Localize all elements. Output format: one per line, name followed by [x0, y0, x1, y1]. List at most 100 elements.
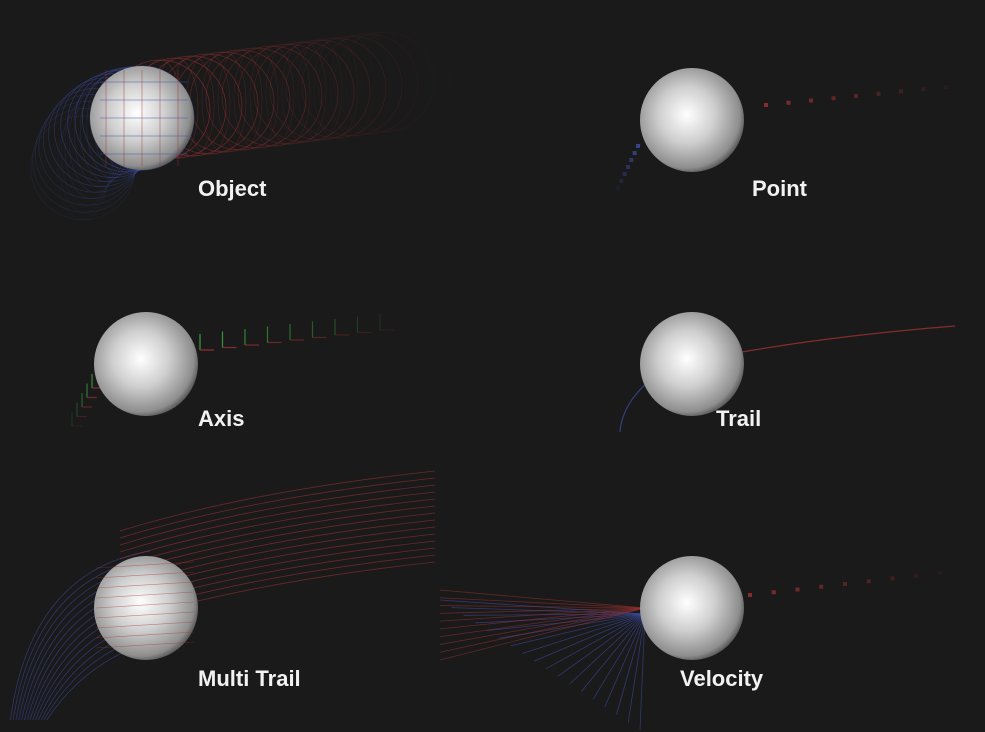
multi-trail-overlay-line	[95, 601, 195, 609]
velocity-vector	[604, 613, 646, 708]
multi-trail-curve	[119, 470, 436, 532]
trail-point	[921, 87, 926, 92]
wire-sphere-ring	[237, 43, 339, 145]
wire-sphere-meridian	[378, 30, 422, 130]
axis-label: Axis	[198, 406, 245, 431]
velocity-vector	[439, 607, 646, 661]
object-label: Object	[198, 176, 267, 201]
multi-trail-label: Multi Trail	[198, 666, 301, 691]
trail-line-blue	[619, 381, 649, 433]
velocity-trail-point	[843, 582, 847, 586]
trail-point	[622, 172, 627, 176]
trail-sphere	[640, 312, 744, 416]
velocity-vector	[439, 607, 646, 622]
wire-sphere-meridian	[249, 45, 295, 147]
trail-point	[632, 151, 637, 155]
multi-trail-overlay-line	[95, 621, 195, 629]
velocity-vector	[592, 613, 646, 700]
velocity-trail-point	[914, 573, 919, 578]
trail-panel	[619, 312, 956, 433]
multi-trail-sphere	[94, 556, 198, 660]
wire-sphere-meridian	[201, 51, 247, 153]
velocity-label: Velocity	[680, 666, 764, 691]
point-label: Point	[752, 176, 807, 201]
object-panel	[30, 29, 451, 221]
point-sphere	[640, 68, 744, 172]
velocity-vector	[439, 597, 646, 609]
velocity-vector	[580, 613, 646, 693]
trail-point	[854, 94, 858, 98]
wire-sphere-meridian	[297, 39, 343, 141]
velocity-trail-dots	[748, 571, 942, 597]
trail-point	[764, 103, 768, 107]
wire-sphere-meridian	[56, 115, 110, 221]
velocity-vector	[439, 607, 646, 638]
velocity-vector	[510, 613, 646, 647]
axis-panel	[71, 312, 394, 427]
velocity-vector	[439, 607, 646, 645]
velocity-vector	[439, 607, 646, 630]
multi-trail-overlay-line	[95, 611, 195, 619]
wire-sphere-meridian	[233, 47, 279, 149]
trail-point	[876, 91, 881, 96]
multi-trail-curve	[119, 491, 436, 553]
multi-trail-overlay-line	[95, 581, 195, 589]
trail-point	[629, 158, 634, 162]
velocity-trail-point	[866, 579, 871, 584]
wire-sphere-ring	[205, 47, 307, 149]
multi-trail-curve	[10, 550, 151, 721]
multi-trail-curve	[119, 477, 436, 539]
trail-line-red	[741, 325, 956, 353]
velocity-vector	[627, 613, 646, 723]
wire-sphere-ring	[189, 49, 291, 151]
trail-point	[626, 165, 630, 169]
wire-sphere-ring	[269, 39, 371, 141]
velocity-vector	[616, 613, 646, 715]
velocity-panel	[439, 556, 942, 731]
trail-point	[786, 100, 791, 105]
trail-point	[944, 85, 948, 89]
wire-sphere-meridian	[281, 41, 327, 143]
velocity-vector	[557, 613, 646, 677]
velocity-vector	[569, 613, 646, 685]
wire-sphere-ring	[301, 35, 403, 137]
multi-trail-overlay-line	[95, 591, 195, 599]
wire-sphere-meridian	[313, 37, 359, 139]
wire-sphere-ring	[333, 31, 435, 133]
trail-point	[636, 144, 640, 148]
velocity-vector	[639, 613, 646, 731]
trail-point	[899, 89, 903, 94]
trail-point	[616, 186, 620, 190]
multi-trail-curve	[119, 484, 436, 546]
velocity-vector-fan	[439, 589, 646, 731]
velocity-vector	[439, 607, 646, 614]
trail-point	[831, 96, 836, 101]
wire-sphere-meridian	[217, 49, 263, 151]
multi-trail-overlay-line	[95, 571, 195, 579]
velocity-vector	[439, 589, 646, 609]
wire-sphere-ring	[317, 33, 419, 135]
multi-trail-panel	[10, 470, 436, 721]
axis-sphere	[94, 312, 198, 416]
multi-trail-overlay-line	[95, 561, 195, 569]
multi-trail-curve	[119, 505, 436, 567]
wire-sphere-ring	[253, 41, 355, 143]
axis-trail-markers	[71, 314, 394, 427]
velocity-trail-point	[748, 593, 752, 597]
multi-trail-overlay-line	[95, 631, 195, 639]
point-trail-dots	[616, 85, 948, 190]
velocity-vector	[439, 605, 646, 609]
velocity-vector	[522, 613, 646, 654]
wire-sphere-meridian	[185, 53, 231, 155]
velocity-trail-point	[938, 571, 942, 575]
multi-trail-overlay-line	[95, 641, 195, 649]
point-panel	[616, 68, 948, 190]
wire-sphere-meridian	[58, 108, 111, 213]
trail-point	[619, 179, 624, 183]
velocity-vector	[439, 607, 646, 653]
velocity-sphere	[640, 556, 744, 660]
velocity-vector	[533, 613, 646, 662]
velocity-trail-point	[890, 576, 895, 581]
object-wire-overlay	[100, 70, 188, 166]
